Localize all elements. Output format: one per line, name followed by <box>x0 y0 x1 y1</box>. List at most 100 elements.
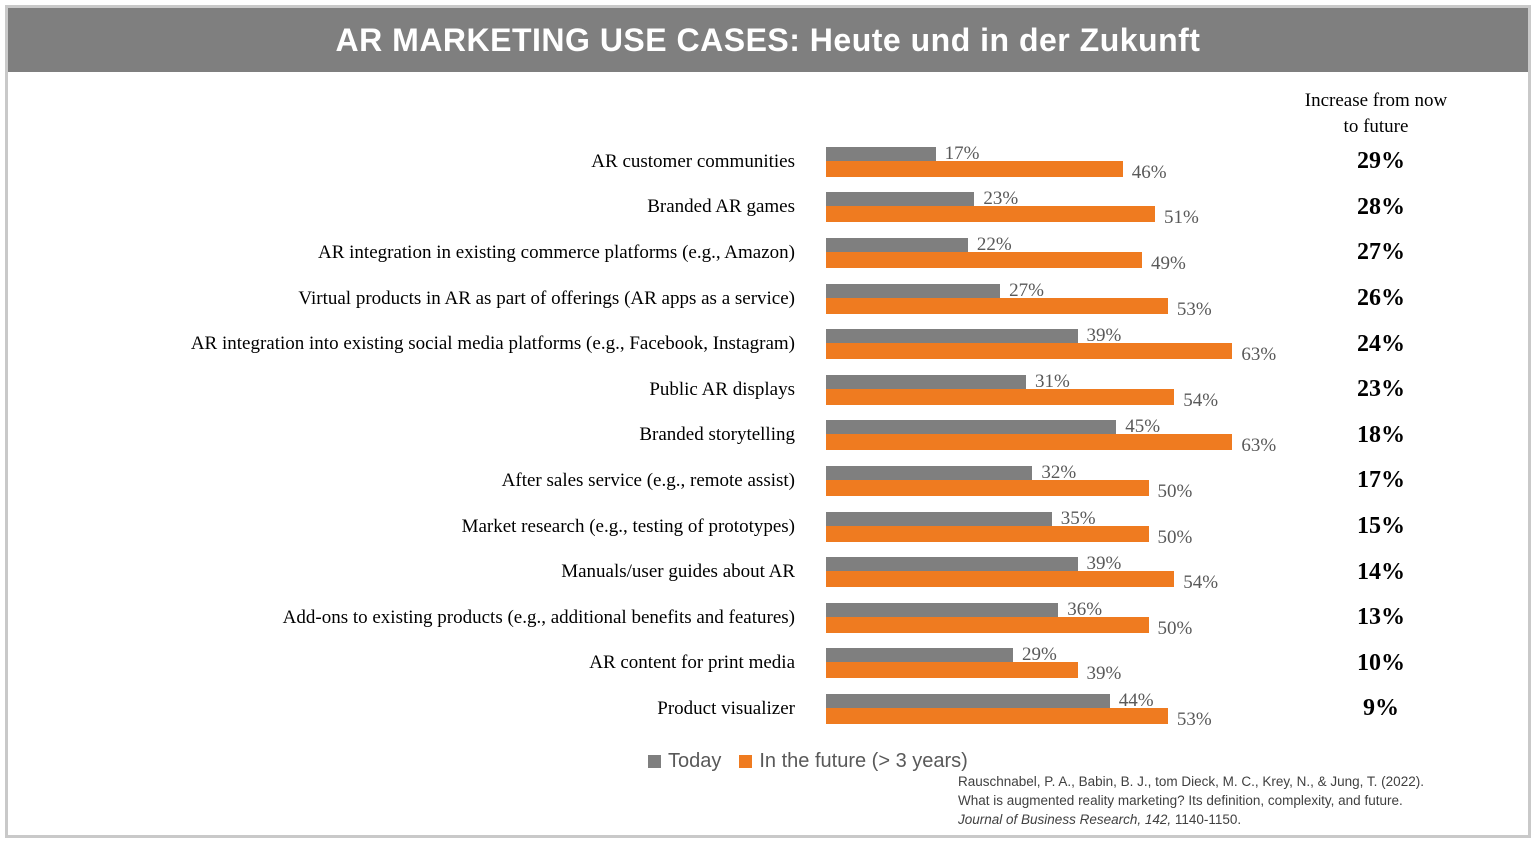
today-bar-value-label: 23% <box>983 188 1019 210</box>
chart-row: AR customer communities 17% 46% 29% <box>0 139 1466 185</box>
future-bar-value-label: 46% <box>1131 161 1167 183</box>
chart-row: Manuals/user guides about AR 39% 54% 14% <box>0 549 1466 595</box>
future-bar-line: 63% <box>826 434 1296 456</box>
today-bar <box>826 648 1014 663</box>
today-bar <box>826 511 1052 526</box>
future-bar-line: 49% <box>826 251 1296 274</box>
future-bar-value-label: 53% <box>1176 298 1212 320</box>
today-swatch-icon <box>648 755 661 768</box>
chart-row: Public AR displays 31% 54% 23% <box>0 367 1466 413</box>
citation-line2: What is augmented reality marketing? Its… <box>958 793 1403 808</box>
today-bar-value-label: 39% <box>1086 325 1122 347</box>
title-bar: AR MARKETING USE CASES: Heute und in der… <box>8 8 1528 72</box>
future-bar-value-label: 50% <box>1157 617 1193 639</box>
category-label: Manuals/user guides about AR <box>561 561 795 583</box>
future-bar <box>826 571 1175 588</box>
future-bar-value-label: 63% <box>1241 435 1277 457</box>
today-bar-line: 27% <box>826 280 1296 301</box>
today-bar-value-label: 22% <box>976 233 1012 255</box>
chart-row: Branded storytelling 45% 63% 18% <box>0 413 1466 459</box>
today-bar-line: 32% <box>826 462 1296 483</box>
future-bar <box>826 616 1149 633</box>
future-bar-line: 63% <box>826 343 1296 365</box>
today-bar <box>826 557 1078 572</box>
chart-row: Add-ons to existing products (e.g., addi… <box>0 595 1466 641</box>
future-bar <box>826 479 1149 496</box>
today-bar <box>826 146 936 161</box>
future-bar-value-label: 53% <box>1176 708 1212 730</box>
today-bar <box>826 465 1033 480</box>
legend-item-future: In the future (> 3 years) <box>739 750 968 773</box>
today-bar-line: 44% <box>826 690 1296 711</box>
bar-pair: 23% 51% <box>826 188 1296 228</box>
future-bar-value-label: 51% <box>1163 207 1199 229</box>
increase-value: 10% <box>1357 649 1405 676</box>
legend-today-label: Today <box>668 750 722 772</box>
category-label: Branded AR games <box>647 196 795 218</box>
increase-value: 18% <box>1357 421 1405 448</box>
chart-row: AR integration into existing social medi… <box>0 321 1466 367</box>
future-bar <box>826 434 1233 451</box>
future-bar <box>826 662 1078 679</box>
category-label: Virtual products in AR as part of offeri… <box>298 287 795 309</box>
future-bar <box>826 525 1149 542</box>
increase-value: 13% <box>1357 604 1405 631</box>
today-bar-value-label: 39% <box>1086 553 1122 575</box>
increase-value: 17% <box>1357 467 1405 494</box>
increase-value: 15% <box>1357 513 1405 540</box>
today-bar <box>826 693 1110 708</box>
today-bar-line: 23% <box>826 188 1296 209</box>
today-bar <box>826 374 1026 389</box>
future-bar-value-label: 49% <box>1151 252 1186 274</box>
increase-value: 28% <box>1357 193 1405 220</box>
future-bar-value-label: 63% <box>1241 344 1277 366</box>
bar-pair: 35% 50% <box>826 508 1296 548</box>
category-label: AR integration into existing social medi… <box>190 333 795 355</box>
chart-row: Virtual products in AR as part of offeri… <box>0 276 1466 322</box>
today-bar-line: 29% <box>826 644 1296 665</box>
category-label: Branded storytelling <box>639 424 795 446</box>
increase-header-line2: to future <box>1343 115 1409 137</box>
bar-pair: 31% 54% <box>826 371 1296 411</box>
future-bar-line: 39% <box>826 662 1296 684</box>
bar-pair: 22% 49% <box>826 234 1296 274</box>
future-bar-line: 53% <box>826 297 1296 320</box>
future-bar <box>826 388 1175 405</box>
today-bar <box>826 602 1059 617</box>
category-label: Add-ons to existing products (e.g., addi… <box>282 606 795 628</box>
future-bar-line: 50% <box>826 479 1296 502</box>
bar-chart: AR customer communities 17% 46% 29% Branded … <box>0 139 1466 732</box>
category-label: Public AR displays <box>649 378 795 400</box>
today-bar <box>826 420 1117 435</box>
today-bar-value-label: 27% <box>1009 279 1044 301</box>
citation: Rauschnabel, P. A., Babin, B. J., tom Di… <box>958 772 1478 829</box>
future-bar <box>826 297 1168 314</box>
today-bar-line: 45% <box>826 416 1296 437</box>
future-bar-line: 50% <box>826 616 1296 639</box>
legend-item-today: Today <box>648 750 721 773</box>
bar-pair: 17% 46% <box>826 143 1296 183</box>
today-bar-line: 39% <box>826 325 1296 346</box>
today-bar-line: 17% <box>826 143 1296 164</box>
increase-value: 26% <box>1357 285 1405 312</box>
bar-pair: 36% 50% <box>826 599 1296 639</box>
citation-line3: Journal of Business Research, 142, 1140-… <box>958 810 1478 829</box>
future-bar-line: 54% <box>826 388 1296 411</box>
today-bar <box>826 237 968 252</box>
chart-row: After sales service (e.g., remote assist… <box>0 458 1466 504</box>
bar-pair: 29% 39% <box>826 644 1296 684</box>
slide-frame <box>5 5 1531 838</box>
today-bar-line: 36% <box>826 599 1296 620</box>
citation-line1: Rauschnabel, P. A., Babin, B. J., tom Di… <box>958 774 1424 789</box>
chart-row: Branded AR games 23% 51% 28% <box>0 185 1466 231</box>
increase-value: 14% <box>1357 558 1405 585</box>
future-bar-value-label: 39% <box>1086 663 1122 685</box>
citation-journal: Journal of Business Research, 142, <box>958 812 1172 827</box>
increase-header-line1: Increase from now <box>1304 90 1448 111</box>
future-bar-line: 54% <box>826 571 1296 593</box>
chart-row: AR content for print media 29% 39% 10% <box>0 641 1466 687</box>
future-bar-value-label: 54% <box>1183 389 1219 411</box>
chart-row: Product visualizer 44% 53% 9% <box>0 686 1466 732</box>
today-bar-value-label: 44% <box>1118 689 1154 711</box>
future-bar-line: 46% <box>826 160 1296 183</box>
